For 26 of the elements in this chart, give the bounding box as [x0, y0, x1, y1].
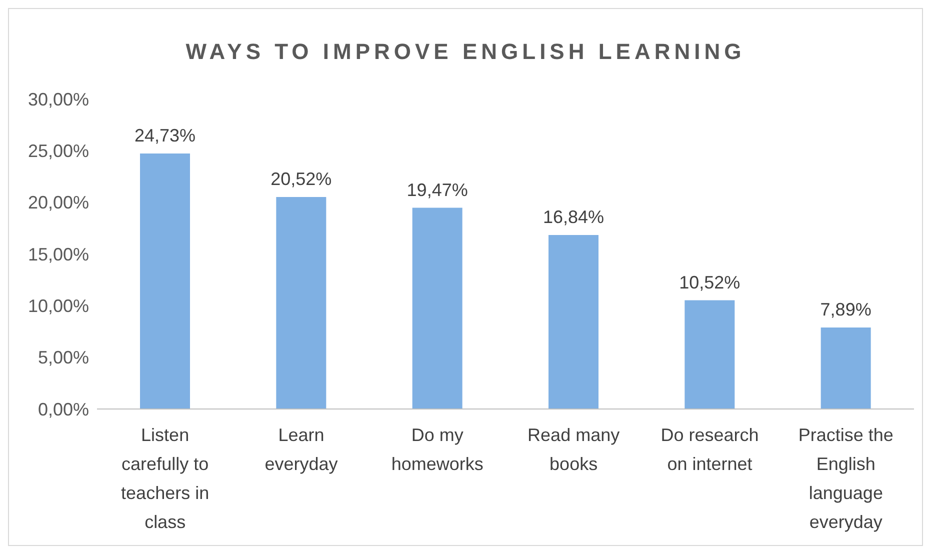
- x-tick-label: Read many books: [528, 425, 620, 474]
- chart-title: WAYS TO IMPROVE ENGLISH LEARNING: [184, 39, 746, 66]
- y-tick-label: 20,00%: [28, 192, 89, 213]
- data-label: 20,52%: [270, 168, 332, 189]
- data-label: 19,47%: [406, 180, 468, 200]
- bar: [276, 196, 326, 409]
- y-tick-label: 15,00%: [28, 244, 89, 264]
- x-tick-label: Learn everyday: [264, 425, 338, 474]
- y-tick-label: 10,00%: [28, 296, 89, 316]
- data-label: 7,89%: [820, 299, 872, 320]
- data-label: 16,84%: [542, 206, 604, 227]
- x-tick-label: Do research on internet: [660, 425, 759, 474]
- bar: [412, 208, 462, 409]
- x-tick-label: Listen carefully to teachers in class: [121, 425, 210, 532]
- y-tick-label: 30,00%: [28, 89, 89, 110]
- bar: [684, 300, 735, 409]
- y-tick-label: 25,00%: [28, 141, 89, 162]
- y-tick-label: 0,00%: [38, 399, 89, 420]
- x-tick-label: Do my homeworks: [391, 425, 484, 474]
- y-tick-label: 5,00%: [38, 348, 89, 368]
- bar: [820, 327, 871, 409]
- data-label: 24,73%: [134, 125, 196, 146]
- bar: [548, 234, 598, 409]
- x-tick-label: Practise the English language everyday: [798, 425, 894, 532]
- bar: [140, 153, 190, 409]
- data-label: 10,52%: [679, 272, 740, 292]
